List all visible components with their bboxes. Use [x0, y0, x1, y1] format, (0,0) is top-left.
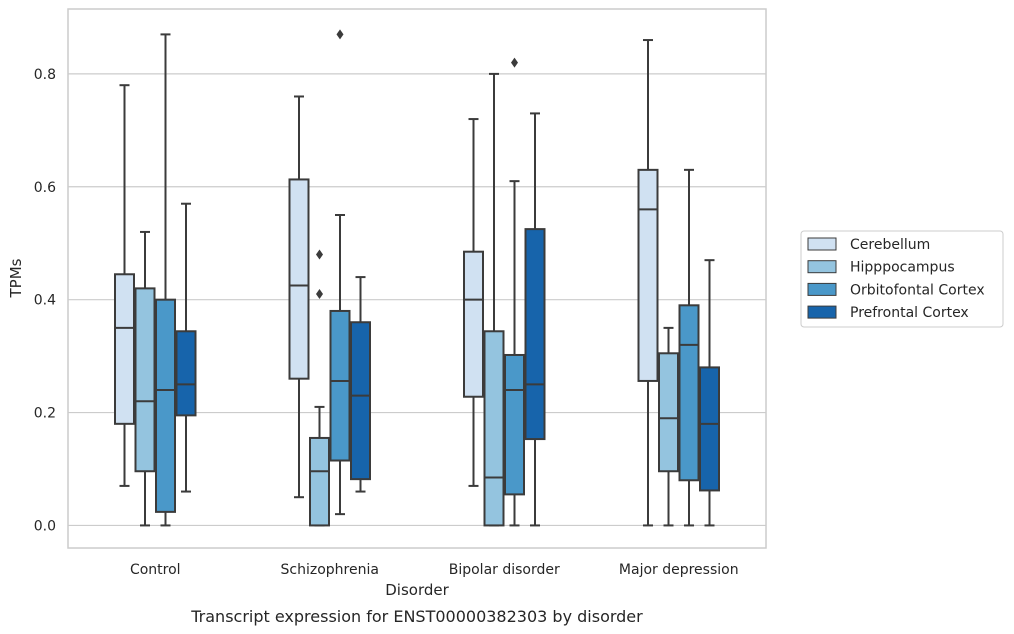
x-tick-label: Schizophrenia [281, 562, 379, 578]
box-body [463, 250, 484, 398]
chart-caption: Transcript expression for ENST0000038230… [190, 607, 643, 626]
box-1-2 [329, 29, 351, 516]
box-2-0 [463, 118, 484, 487]
box-3-0 [637, 39, 659, 527]
outlier-point [336, 29, 344, 40]
x-axis-title: Disorder [385, 581, 449, 599]
y-tick-label: 0.4 [34, 293, 56, 309]
x-tick-label: Major depression [619, 562, 739, 578]
box-3-1 [658, 326, 679, 527]
box-body [288, 178, 310, 380]
box-0-3 [175, 202, 197, 493]
y-tick-label: 0.6 [34, 180, 56, 196]
box-1-0 [288, 95, 310, 499]
box-0-0 [114, 84, 135, 487]
legend-swatch [807, 305, 837, 319]
box-body [483, 330, 505, 527]
box-0-2 [155, 33, 176, 527]
legend-label: Prefrontal Cortex [850, 305, 969, 321]
y-axis-title: TPMs [7, 258, 25, 298]
legend-label: Cerebellum [850, 237, 930, 253]
legend-swatch [807, 237, 837, 251]
box-body [504, 353, 525, 496]
legend-label: Orbitofontal Cortex [850, 282, 985, 298]
boxes [114, 29, 720, 527]
box-0-1 [134, 230, 156, 527]
box-body [329, 309, 351, 462]
y-tick-label: 0.2 [34, 406, 56, 422]
box-3-3 [699, 259, 720, 527]
box-body [175, 330, 197, 417]
outlier-point [511, 57, 518, 68]
y-tick-label: 0.0 [34, 518, 56, 534]
outlier-point [316, 289, 323, 300]
box-body [658, 352, 679, 473]
box-2-3 [524, 112, 546, 527]
box-body [699, 366, 720, 492]
x-tick-labels: Control Schizophrenia Bipolar disorder Majo… [130, 562, 739, 578]
legend-label: Hipppocampus [850, 260, 955, 276]
box-body [350, 321, 371, 481]
box-2-2 [504, 57, 525, 527]
y-tick-labels: 0.0 0.2 0.4 0.6 0.8 [34, 67, 56, 535]
plot-frame [67, 8, 767, 549]
box-body [678, 304, 700, 482]
legend-swatch [807, 282, 837, 296]
box-body [524, 228, 546, 441]
legend: Cerebellum Hipppocampus Orbitofontal Corte… [800, 230, 1004, 328]
x-tick-label: Bipolar disorder [449, 562, 560, 578]
y-tick-label: 0.8 [34, 67, 56, 83]
box-body [114, 273, 135, 425]
box-body [637, 168, 659, 382]
box-2-1 [483, 72, 505, 527]
box-1-1 [309, 249, 330, 527]
box-body [134, 287, 156, 473]
box-1-3 [350, 276, 371, 493]
box-body [309, 436, 330, 527]
outlier-point [316, 249, 323, 260]
legend-frame [800, 230, 1004, 328]
box-3-2 [678, 168, 700, 527]
box-body [155, 298, 176, 513]
legend-swatch [807, 260, 837, 274]
x-tick-label: Control [130, 562, 181, 578]
